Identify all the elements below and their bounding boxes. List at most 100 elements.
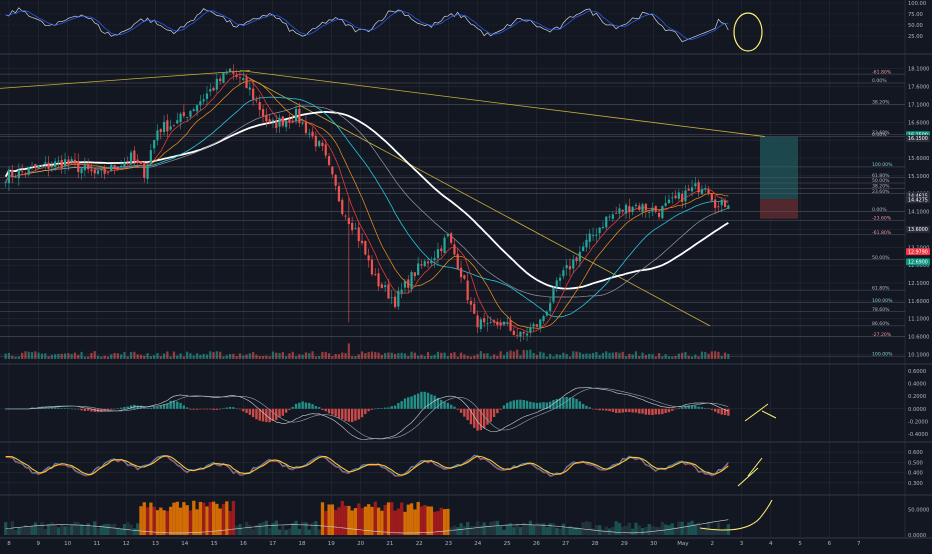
histogram-bar [340,500,344,535]
histogram-bar [116,527,120,535]
macd-histogram-bar [311,404,314,409]
histogram-bar [634,522,638,535]
volume-bar [446,356,449,359]
macd-histogram-bar [123,406,126,409]
candle-body [578,251,581,262]
x-tick-label: 11 [93,541,100,547]
price-tick-label: 14.1000 [908,210,929,216]
volume-bar [426,351,430,359]
volume-bar [476,354,479,359]
histogram-bar [195,509,199,535]
candle-body [357,227,360,242]
histogram-bar [584,521,589,535]
macd-histogram-bar [77,408,80,410]
volume-bar [407,355,410,359]
histogram-bar [139,506,143,535]
candle-body [162,121,166,133]
candle-body [311,131,314,137]
histogram-bar [697,522,701,535]
histogram-bar [469,526,473,535]
candle-body [555,280,558,288]
macd-histogram-bar [215,408,219,410]
price-tag-label: 13.6000 [908,227,928,233]
histogram-bar [238,524,242,535]
histogram-bar [367,504,371,535]
fib-level-label: -27.20% [872,332,892,338]
price-tick-label: 11.6000 [908,299,929,305]
histogram-bar [89,526,94,535]
candle-body [483,318,486,323]
candle-body [466,280,469,301]
histogram-bar [499,525,503,535]
macd-histogram-bar [334,408,337,417]
macd-panel [0,387,905,440]
volume-bar [549,353,552,359]
histogram-bar [73,521,77,535]
volume-bar [552,356,555,359]
x-tick-label: 29 [621,541,628,547]
volume-bar [265,355,268,359]
histogram-bar [528,520,533,535]
histogram-bar [660,521,665,535]
x-tick-label: 10 [64,541,71,547]
macd-histogram-bar [248,408,252,415]
candle-body [674,195,677,199]
volume-bar [44,353,47,359]
volume-bar [169,356,172,359]
candle-body [717,206,720,208]
volume-bar [568,356,572,359]
fib-level-label: 61.80% [872,285,890,291]
macd-histogram-bar [327,408,331,414]
candle-body [215,78,218,90]
macd-histogram-bar [271,408,275,421]
macd-histogram-bar [496,408,499,414]
macd-histogram-bar [397,402,400,409]
histogram-bar [413,509,417,535]
volume-bar [384,352,387,359]
candles [4,64,730,342]
candle-body [351,222,354,231]
volume-bar [558,354,562,359]
macd-histogram-bar [499,408,502,410]
candle-body [202,99,205,102]
volume-bar [522,349,525,359]
candle-body [621,209,624,212]
volume-bar [370,351,374,359]
candle-body [209,89,212,92]
candle-body [113,164,116,170]
volume-bar [63,353,67,359]
histogram-bar [429,506,434,535]
macd-histogram-bar [707,408,710,409]
candle-body [139,161,143,164]
volume-bar [585,353,588,359]
histogram-bar [386,502,391,535]
candle-body [525,333,529,336]
macd-histogram-bar [113,408,116,410]
macd-tick-label: 0.6000 [908,369,926,375]
candle-body [11,170,14,177]
histogram-bar [175,501,179,535]
volume-bar [440,352,443,359]
histogram-bar [50,522,54,535]
volume-bar [621,351,624,359]
macd-histogram-bar [413,394,417,409]
candle-body [479,319,482,329]
candle-body [324,144,327,156]
histogram-bar [93,521,97,535]
candle-body [532,324,535,327]
histogram-bar [462,525,467,535]
candle-body [87,164,90,170]
candle-body [456,253,459,270]
volume-bar [417,355,420,359]
macd-histogram-bar [159,405,162,409]
candle-body [575,257,578,262]
volume-bar [195,353,199,359]
moving-average-line [4,110,729,290]
candle-body [248,87,251,90]
candle-body [641,204,644,213]
oscillator-tick-label: 100.00 [908,1,926,7]
candle-body [707,189,710,195]
volume-bar [575,351,578,359]
histogram-bar [416,501,420,535]
